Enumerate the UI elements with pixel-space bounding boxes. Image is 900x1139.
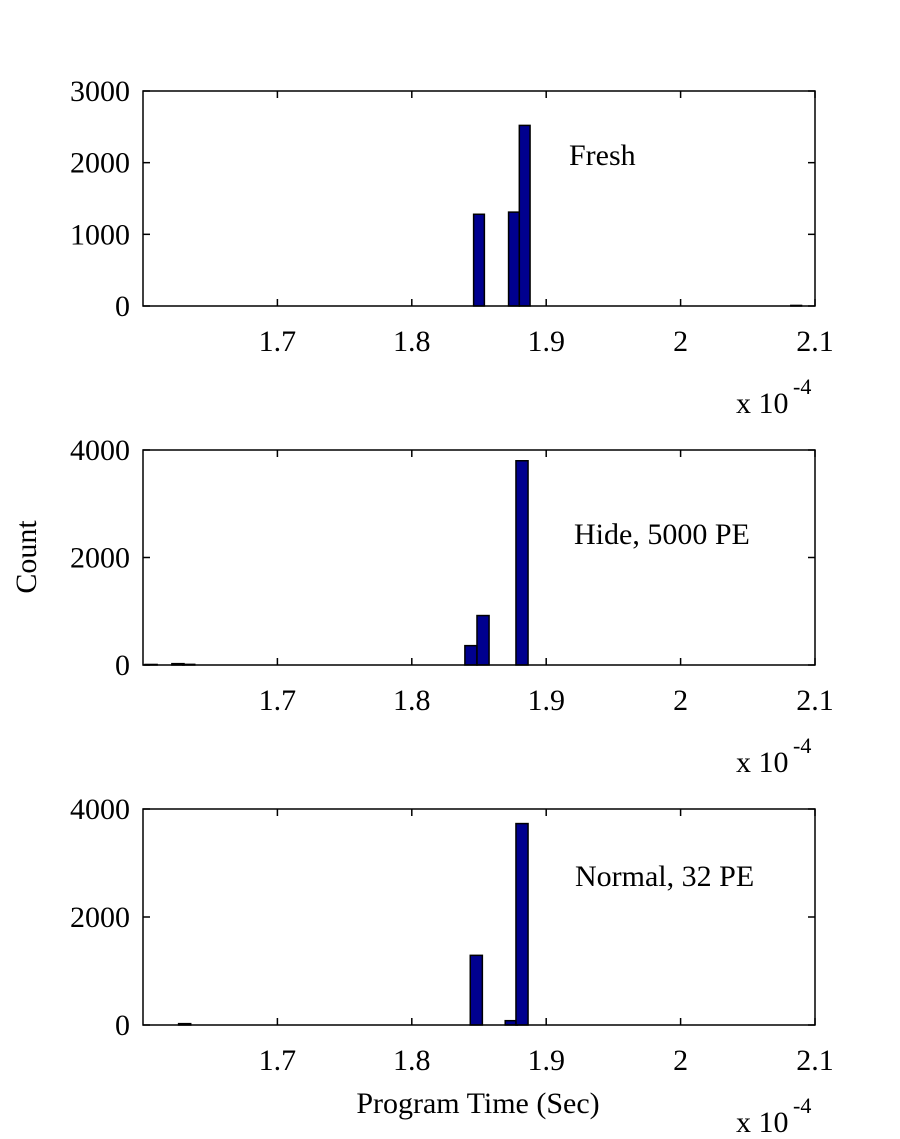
x-tick-label: 1.8 <box>393 684 431 717</box>
y-tick-label: 4000 <box>70 434 130 467</box>
x-axis-multiplier: x 10 <box>736 1106 789 1139</box>
x-tick-label: 1.8 <box>393 325 431 358</box>
x-axis-label: Program Time (Sec) <box>356 1087 599 1120</box>
x-tick-label: 1.7 <box>259 1044 297 1077</box>
histogram-bar <box>464 644 478 666</box>
x-tick-label: 1.7 <box>259 325 297 358</box>
x-tick-label: 2.1 <box>796 325 834 358</box>
x-axis-multiplier-exponent: -4 <box>793 1093 811 1118</box>
x-tick-label: 1.9 <box>527 1044 565 1077</box>
histogram-bar <box>507 211 521 307</box>
series-annotation: Hide, 5000 PE <box>574 518 750 551</box>
histogram-bar <box>476 614 490 666</box>
x-tick-label: 2 <box>673 684 688 717</box>
x-tick-label: 2 <box>673 1044 688 1077</box>
y-tick-label: 2000 <box>70 542 130 575</box>
x-axis-multiplier: x 10 <box>736 746 789 779</box>
y-tick-label: 2000 <box>70 147 130 180</box>
x-tick-label: 2.1 <box>796 684 834 717</box>
series-annotation: Normal, 32 PE <box>575 860 754 893</box>
histogram-bar <box>518 124 531 307</box>
x-tick-label: 1.7 <box>259 684 297 717</box>
x-tick-label: 1.9 <box>527 684 565 717</box>
y-tick-label: 0 <box>115 290 130 323</box>
subplot-1: 1.7 1.8 1.9 2 2.1 0 1000 2000 3000 Fresh x 10-4 <box>70 75 834 420</box>
y-tick-label: 3000 <box>70 75 130 108</box>
x-tick-label: 1.9 <box>527 325 565 358</box>
y-tick-label: 0 <box>115 649 130 682</box>
y-tick-label: 0 <box>115 1009 130 1042</box>
x-tick-label: 2 <box>673 325 688 358</box>
histogram-bar <box>469 954 484 1026</box>
subplot-3: 1.7 1.8 1.9 2 2.1 0 2000 4000 Normal, 32 PE x 10-… <box>70 793 834 1139</box>
histogram-bar <box>515 460 529 666</box>
x-axis-multiplier-exponent: -4 <box>793 374 811 399</box>
y-axis-label: Count <box>10 520 43 594</box>
histogram-bar <box>472 213 486 307</box>
x-tick-label: 2.1 <box>796 1044 834 1077</box>
x-axis-multiplier: x 10 <box>736 387 789 420</box>
x-tick-label: 1.8 <box>393 1044 431 1077</box>
axes-box <box>142 90 816 307</box>
y-tick-label: 2000 <box>70 901 130 934</box>
subplot-2: 1.7 1.8 1.9 2 2.1 0 2000 4000 Hide, 5000 PE x 10-… <box>70 434 834 779</box>
y-tick-label: 4000 <box>70 793 130 826</box>
x-axis-multiplier-exponent: -4 <box>793 733 811 758</box>
series-annotation: Fresh <box>569 139 636 172</box>
y-tick-label: 1000 <box>70 218 130 251</box>
histogram-bar <box>515 822 529 1026</box>
